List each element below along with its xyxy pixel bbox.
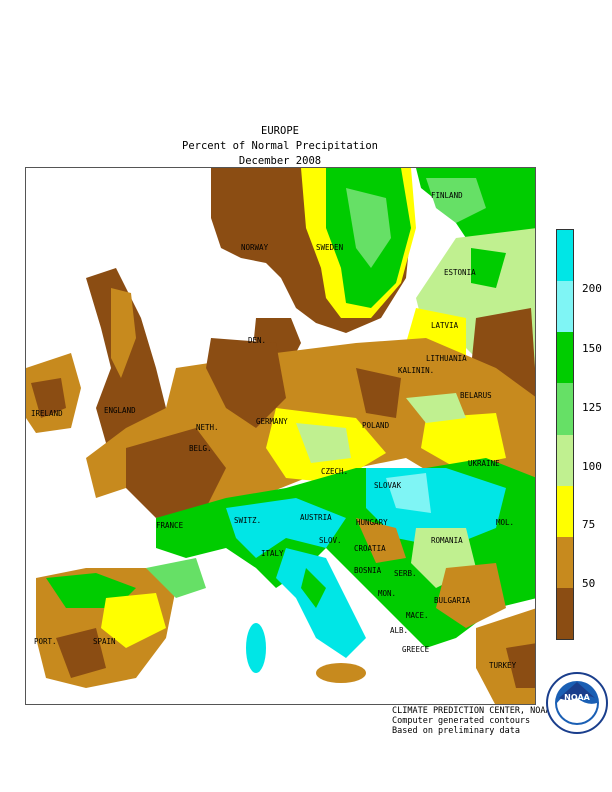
label-greece: GREECE <box>402 645 430 654</box>
label-serbia: SERB. <box>394 569 417 578</box>
legend-swatch <box>557 485 573 537</box>
credit-line-method: Computer generated contours <box>392 716 531 726</box>
sicily <box>316 663 366 683</box>
noaa-logo-text: NOAA <box>564 693 590 702</box>
label-slovakia: SLOVAK <box>374 481 402 490</box>
label-albania: ALB. <box>390 626 408 635</box>
legend-swatch <box>557 587 573 639</box>
label-england: ENGLAND <box>104 406 136 415</box>
legend-tick-150: 150 <box>582 342 602 355</box>
legend-swatch <box>557 536 573 588</box>
southern-europe <box>156 458 535 704</box>
label-bulgaria: BULGARIA <box>434 596 471 605</box>
label-ukraine: UKRAINE <box>468 459 500 468</box>
label-lithuania: LITHUANIA <box>426 354 467 363</box>
british-isles <box>26 268 166 443</box>
label-france: FRANCE <box>156 521 184 530</box>
legend-swatch <box>557 230 573 282</box>
precipitation-map: FINLAND NORWAY SWEDEN ESTONIA LATVIA DEN… <box>25 167 536 705</box>
legend-tick-125: 125 <box>582 401 602 414</box>
map-title-period: December 2008 <box>238 155 322 167</box>
label-germany: GERMANY <box>256 417 288 426</box>
map-title-variable: Percent of Normal Precipitation <box>182 140 378 152</box>
central-europe <box>86 338 535 518</box>
legend-tick-75: 75 <box>582 518 596 531</box>
label-belarus: BELARUS <box>460 391 492 400</box>
label-hungary: HUNGARY <box>356 518 388 527</box>
label-montenegro: MON. <box>378 589 396 598</box>
legend-swatch <box>557 434 573 486</box>
label-spain: SPAIN <box>93 637 116 646</box>
label-kaliningrad: KALININ. <box>398 366 434 375</box>
legend-tick-100: 100 <box>582 460 602 473</box>
credit-line-source: CLIMATE PREDICTION CENTER, NOAA <box>392 706 551 716</box>
label-norway: NORWAY <box>241 243 269 252</box>
label-switzerland: SWITZ. <box>234 516 261 525</box>
legend-tick-50: 50 <box>582 577 596 590</box>
iberia <box>36 558 206 688</box>
label-czech: CZECH. <box>321 467 348 476</box>
label-netherlands: NETH. <box>196 423 219 432</box>
label-turkey: TURKEY <box>489 661 517 670</box>
label-ireland: IRELAND <box>31 409 63 418</box>
label-poland: POLAND <box>362 421 390 430</box>
label-portugal: PORT. <box>34 637 57 646</box>
credit-line-data-note: Based on preliminary data <box>392 726 520 736</box>
label-italy: ITALY <box>261 549 284 558</box>
color-legend-bar <box>556 229 574 640</box>
noaa-logo: NOAA <box>546 672 608 734</box>
label-slovenia: SLOV. <box>319 536 342 545</box>
label-estonia: ESTONIA <box>444 268 476 277</box>
label-denmark: DEN. <box>248 336 266 345</box>
label-latvia: LATVIA <box>431 321 459 330</box>
label-sweden: SWEDEN <box>316 243 343 252</box>
label-bosnia: BOSNIA <box>354 566 382 575</box>
map-title-block: EUROPE Percent of Normal Precipitation D… <box>0 124 560 169</box>
legend-swatch <box>557 383 573 435</box>
legend-tick-200: 200 <box>582 282 602 295</box>
label-belgium: BELG. <box>189 444 212 453</box>
legend-swatch <box>557 281 573 333</box>
credits-block: CLIMATE PREDICTION CENTER, NOAA Computer… <box>392 706 551 736</box>
map-title-region: EUROPE <box>261 125 299 137</box>
label-austria: AUSTRIA <box>300 513 332 522</box>
label-finland: FINLAND <box>431 191 463 200</box>
label-macedonia: MACE. <box>406 611 429 620</box>
label-moldova: MOL. <box>496 518 514 527</box>
label-romania: ROMANIA <box>431 536 463 545</box>
sardinia <box>246 623 266 673</box>
label-croatia: CROATIA <box>354 544 386 553</box>
legend-swatch <box>557 332 573 384</box>
country-labels: FINLAND NORWAY SWEDEN ESTONIA LATVIA DEN… <box>31 191 517 670</box>
